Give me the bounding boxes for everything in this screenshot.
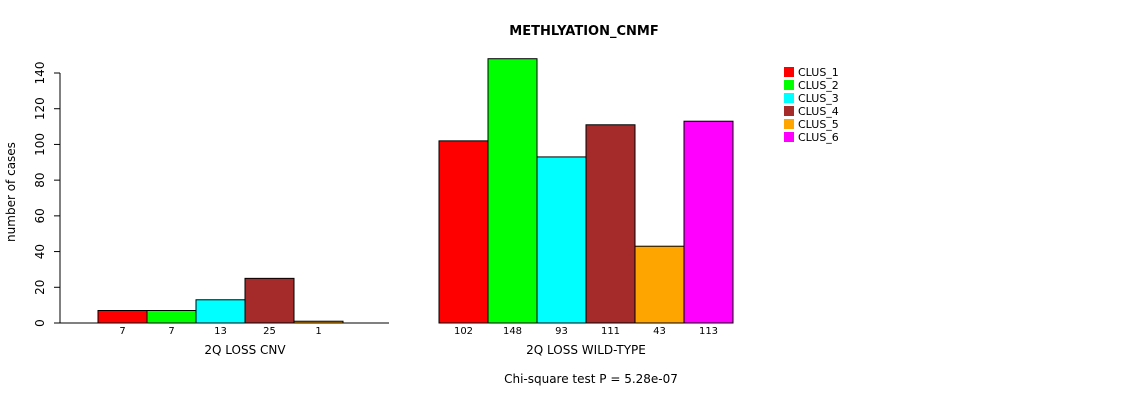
y-tick-label: 40 [33,244,47,259]
legend-item: CLUS_1 [784,66,839,79]
bar-value-label: 93 [555,326,568,337]
y-tick-label: 100 [33,133,47,156]
bar [97,310,148,324]
bar [585,124,636,324]
bar [146,310,197,324]
legend-label: CLUS_5 [798,118,839,131]
y-tick-label: 140 [33,62,47,85]
legend-item: CLUS_3 [784,92,839,105]
legend-swatch [784,119,794,129]
legend-swatch [784,80,794,90]
legend-swatch [784,93,794,103]
legend-item: CLUS_5 [784,118,839,131]
legend-swatch [784,106,794,116]
group-label: 2Q LOSS WILD-TYPE [526,343,646,357]
legend-swatch [784,132,794,142]
y-tick-label: 0 [33,319,47,327]
legend-label: CLUS_6 [798,131,839,144]
y-tick-label: 120 [33,97,47,120]
bar-groups: 7 7 13 25 1 2Q LOSS CNV 102 148 93 111 43 113 2Q LOS… [60,58,734,357]
y-axis-label: number of cases [4,142,18,242]
bar-value-label: 7 [119,326,125,337]
bar [195,299,246,324]
bar-value-label: 7 [168,326,174,337]
legend-item: CLUS_4 [784,105,839,118]
bar-value-label: 113 [699,326,718,337]
bar-value-label: 25 [263,326,276,337]
bar [438,140,489,324]
bar-group: 102 148 93 111 43 113 2Q LOSS WILD-TYPE [438,58,734,357]
bar-value-label: 43 [653,326,666,337]
y-tick-label: 60 [33,208,47,223]
legend-swatch [784,67,794,77]
bar-value-label: 1 [315,326,321,337]
bar [293,320,344,324]
legend-item: CLUS_2 [784,79,839,92]
bar-value-label: 148 [503,326,522,337]
bar [244,277,295,324]
chart-title: METHLYATION_CNMF [509,24,658,39]
group-label: 2Q LOSS CNV [204,343,286,357]
bar-group: 7 7 13 25 1 2Q LOSS CNV [60,277,389,357]
bar [634,245,685,324]
y-tick-label: 80 [33,173,47,188]
bar-value-label: 13 [214,326,227,337]
y-tick-label: 20 [33,280,47,295]
legend-label: CLUS_3 [798,92,839,105]
legend-label: CLUS_4 [798,105,839,118]
bar [683,120,734,324]
bar-value-label: 102 [454,326,473,337]
y-axis: 0 20 40 60 80 100 120 140 [33,62,61,327]
legend-label: CLUS_1 [798,66,839,79]
bar [487,58,538,324]
bar-value-label: 111 [601,326,620,337]
bar [536,156,587,324]
legend-label: CLUS_2 [798,79,839,92]
legend-item: CLUS_6 [784,131,839,144]
chi-square-footnote: Chi-square test P = 5.28e-07 [504,372,678,386]
